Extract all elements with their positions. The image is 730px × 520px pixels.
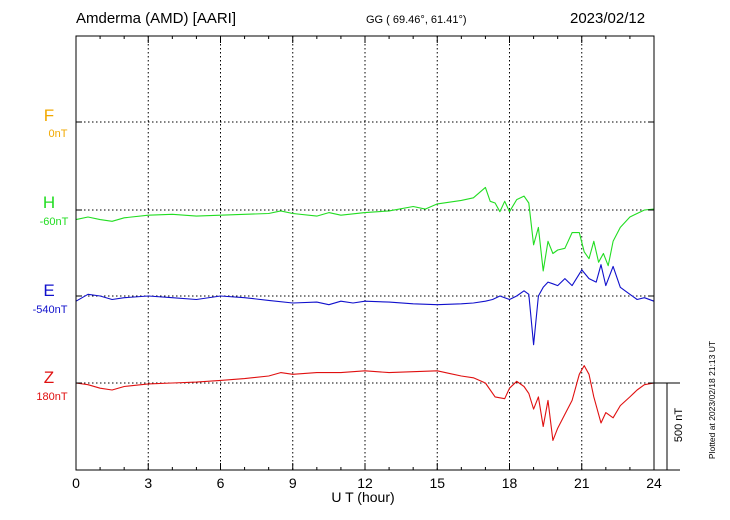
x-axis-label: U T (hour) — [0, 489, 730, 505]
x-tick-label: 12 — [357, 475, 373, 491]
component-baseline-h: -60nT — [39, 216, 69, 228]
scale-bar-label: 500 nT — [673, 407, 685, 443]
series-layer — [75, 186, 655, 441]
scale-bar — [654, 382, 680, 471]
component-label-h: H — [42, 193, 56, 212]
component-baseline-z: 180nT — [36, 391, 68, 403]
component-label-z: Z — [43, 368, 55, 387]
series-line-h — [75, 186, 655, 272]
x-tick-label: 0 — [72, 475, 80, 491]
chart-date: 2023/02/12 — [570, 10, 646, 27]
series-line-z — [75, 365, 655, 441]
component-baseline-f: 0nT — [48, 128, 68, 140]
x-axis-label-text: U T (hour) — [331, 489, 395, 505]
geographic-coordinates: GG ( 69.46°, 61.41°) — [366, 14, 467, 26]
x-tick-label: 21 — [574, 475, 590, 491]
series-line-e — [75, 264, 655, 346]
component-label-f: F — [43, 106, 55, 125]
x-tick-label: 9 — [289, 475, 297, 491]
component-label-e: E — [43, 281, 55, 300]
x-tick-label: 6 — [217, 475, 225, 491]
x-tick-label: 18 — [502, 475, 518, 491]
x-tick-label: 24 — [646, 475, 662, 491]
x-tick-label: 15 — [429, 475, 445, 491]
grid-layer — [76, 36, 654, 470]
station-title: Amderma (AMD) [AARI] — [76, 10, 237, 27]
plotted-timestamp: Plotted at 2023/02/18 21:13 UT — [707, 340, 717, 460]
x-tick-label: 3 — [144, 475, 152, 491]
axis-layer: 0 3 6 9 12 15 18 21 24 — [72, 36, 662, 491]
component-baseline-e: -540nT — [32, 304, 68, 316]
